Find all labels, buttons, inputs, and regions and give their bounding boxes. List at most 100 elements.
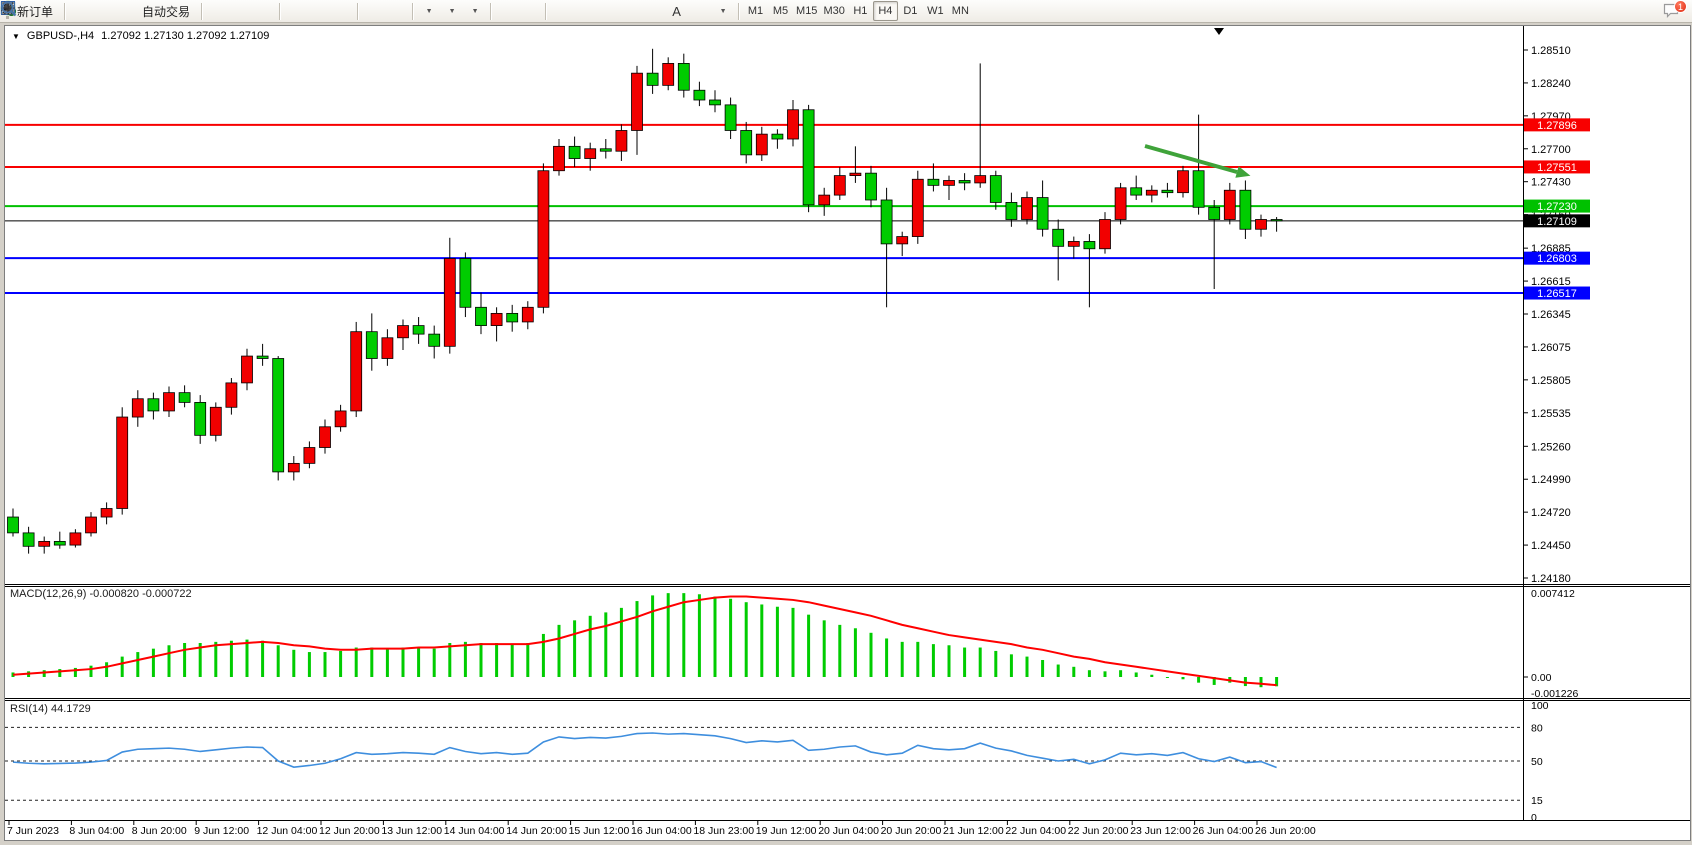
svg-text:1.24720: 1.24720	[1531, 507, 1571, 519]
templates-button[interactable]: ▼	[0, 1, 486, 21]
toolbar-separator	[357, 2, 359, 20]
timeframe-button-w1[interactable]: W1	[927, 5, 944, 17]
timeframe-button-m15[interactable]: M15	[796, 5, 818, 17]
toolbar-right-group: 1	[1, 0, 1688, 21]
new-order-button[interactable]: 新订单	[2, 1, 60, 21]
tile-windows-button[interactable]	[1, 1, 353, 21]
timeframe-button-m30[interactable]: M30	[823, 5, 845, 17]
symbol-dropdown-icon[interactable]: ▼	[12, 31, 20, 41]
chat-badge: 1	[1674, 0, 1687, 13]
chevron-down-icon: ▼	[448, 7, 456, 15]
arrows-button[interactable]: ▼	[2, 1, 734, 21]
toolbar-separator	[201, 2, 203, 20]
trendline-button[interactable]	[2, 1, 619, 21]
svg-text:1.26615: 1.26615	[1531, 276, 1571, 288]
svg-text:1.27551: 1.27551	[1537, 162, 1577, 174]
svg-text:80: 80	[1531, 722, 1543, 734]
vertical-line-button[interactable]	[7, 1, 573, 21]
search-icon[interactable]	[0, 0, 18, 18]
svg-text:21 Jun 12:00: 21 Jun 12:00	[943, 825, 1004, 837]
svg-text:1.24180: 1.24180	[1531, 573, 1571, 585]
timeframe-button-h4[interactable]: H4	[872, 1, 898, 21]
price-tag-1.27551: 1.27551	[1524, 160, 1590, 174]
crosshair-button[interactable]	[1, 1, 541, 21]
horizontal-line-button[interactable]	[2, 1, 596, 21]
chart-title[interactable]: ▼ GBPUSD-,H4 1.27092 1.27130 1.27092 1.2…	[12, 30, 269, 42]
candlestick-chart-button[interactable]	[2, 1, 252, 21]
timeframe-button-m5[interactable]: M5	[772, 5, 789, 17]
text-icon: A	[672, 3, 681, 19]
svg-text:19 Jun 12:00: 19 Jun 12:00	[756, 825, 817, 837]
price-tag-1.27109: 1.27109	[1524, 214, 1590, 228]
market-button[interactable]	[1, 1, 115, 21]
svg-text:1.28510: 1.28510	[1531, 45, 1571, 57]
svg-text:1.26803: 1.26803	[1537, 253, 1577, 265]
text-label-button[interactable]: T	[2, 1, 711, 21]
svg-text:1.27109: 1.27109	[1537, 216, 1577, 228]
price-tag-1.27230: 1.27230	[1524, 199, 1590, 213]
svg-text:18 Jun 23:00: 18 Jun 23:00	[693, 825, 754, 837]
fibonacci-button[interactable]: F	[2, 1, 665, 21]
svg-text:12 Jun 20:00: 12 Jun 20:00	[319, 825, 380, 837]
toolbar-separator	[545, 2, 547, 20]
chevron-down-icon: ▼	[719, 7, 727, 15]
auto-scroll-button[interactable]	[2, 1, 385, 21]
bar-chart-button[interactable]	[2, 1, 229, 21]
price-axis[interactable]: 1.285101.282401.279701.277001.274301.271…	[1523, 45, 1571, 585]
chart-shift-marker[interactable]	[1214, 28, 1224, 35]
price-tag-1.26803: 1.26803	[1524, 251, 1590, 265]
svg-text:1.26517: 1.26517	[1537, 288, 1577, 300]
equidistant-channel-button[interactable]: E	[1, 1, 642, 21]
signals-button[interactable]	[0, 0, 138, 21]
timeframe-button-h1[interactable]: H1	[853, 5, 868, 17]
toolbar-separator	[490, 2, 492, 20]
svg-text:22 Jun 20:00: 22 Jun 20:00	[1068, 825, 1129, 837]
chat-button[interactable]: 1	[1662, 0, 1687, 21]
periods-button[interactable]: ▼	[1, 1, 463, 21]
svg-text:1.26345: 1.26345	[1531, 309, 1571, 321]
svg-text:1.24990: 1.24990	[1531, 474, 1571, 486]
cursor-button[interactable]	[4, 1, 518, 21]
chart-shift-button[interactable]	[2, 1, 408, 21]
chart-symbol: GBPUSD-,H4	[26, 30, 95, 42]
svg-text:13 Jun 12:00: 13 Jun 12:00	[381, 825, 442, 837]
svg-text:1.24450: 1.24450	[1531, 540, 1571, 552]
svg-text:50: 50	[1531, 756, 1543, 768]
svg-text:20 Jun 04:00: 20 Jun 04:00	[818, 825, 879, 837]
line-chart-button[interactable]	[2, 1, 275, 21]
toolbar-separator	[64, 2, 66, 20]
candles-layer	[7, 48, 1283, 554]
timeframe-button-d1[interactable]: D1	[903, 5, 918, 17]
trend-arrow-annotation[interactable]	[1144, 144, 1251, 178]
zoom-in-button[interactable]	[1, 1, 307, 21]
indicators-button[interactable]: ▼	[1, 1, 440, 21]
toolbar-separator	[412, 2, 414, 20]
price-chart-canvas[interactable]: 1.285101.282401.279701.277001.274301.271…	[5, 26, 1690, 838]
svg-text:1.28240: 1.28240	[1531, 78, 1571, 90]
macd-indicator-label: MACD(12,26,9) -0.000820 -0.000722	[10, 588, 192, 600]
time-axis[interactable]: 7 Jun 2023 8 Jun 04:00 8 Jun 20:00 9 Jun 12…	[7, 820, 1316, 837]
svg-text:15 Jun 12:00: 15 Jun 12:00	[569, 825, 630, 837]
autotrading-button[interactable]: 自动交易	[1, 1, 197, 21]
svg-text:16 Jun 04:00: 16 Jun 04:00	[631, 825, 692, 837]
svg-text:100: 100	[1531, 700, 1549, 712]
svg-text:12 Jun 04:00: 12 Jun 04:00	[257, 825, 318, 837]
zoom-out-button[interactable]	[1, 1, 330, 21]
rsi-pane: 100 80 50 15 0	[5, 700, 1549, 824]
workspace: ▼ GBPUSD-,H4 1.27092 1.27130 1.27092 1.2…	[0, 23, 1692, 845]
timeframe-button-mn[interactable]: MN	[951, 5, 969, 17]
chevron-down-icon: ▼	[471, 7, 479, 15]
svg-text:20 Jun 20:00: 20 Jun 20:00	[881, 825, 942, 837]
new-order-label: 新订单	[17, 4, 54, 19]
svg-text:-0.001226: -0.001226	[1531, 688, 1578, 700]
timeframe-button-m1[interactable]: M1	[747, 5, 764, 17]
svg-text:14 Jun 20:00: 14 Jun 20:00	[506, 825, 567, 837]
svg-text:26 Jun 04:00: 26 Jun 04:00	[1193, 825, 1254, 837]
toolbar-separator	[738, 2, 740, 20]
chart-window: ▼ GBPUSD-,H4 1.27092 1.27130 1.27092 1.2…	[4, 25, 1691, 841]
price-tag-1.26517: 1.26517	[1524, 286, 1590, 300]
metaeditor-button[interactable]	[1, 1, 92, 21]
text-button[interactable]: A	[665, 1, 688, 21]
macd-pane: 0.007412 0.00 -0.001226	[11, 588, 1578, 700]
